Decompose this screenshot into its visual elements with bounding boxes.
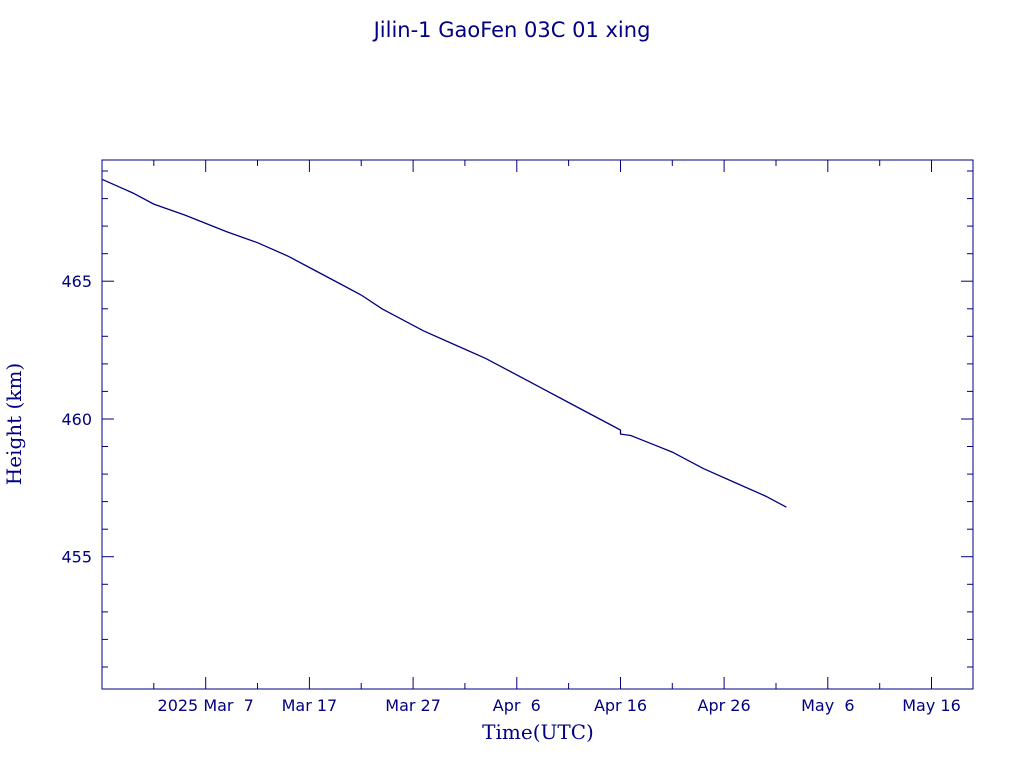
y-axis-label: Height (km) [2,363,26,485]
x-tick-label: 2025 Mar 7 [158,696,254,715]
x-tick-labels: 2025 Mar 7 Mar 17 Mar 27 Apr 6 Apr 16 Apr 26 M… [158,696,961,715]
y-tick-label: 465 [61,272,92,291]
x-tick-label: Mar 27 [385,696,441,715]
x-tick-label: Apr 6 [493,696,541,715]
tick-marks [102,160,973,689]
x-tick-label: Apr 16 [594,696,647,715]
x-tick-label: May 16 [902,696,961,715]
x-tick-label: Apr 26 [698,696,751,715]
y-tick-labels: 455 460 465 [61,272,92,567]
x-tick-label: Mar 17 [282,696,338,715]
y-tick-label: 455 [61,548,92,567]
chart-title: Jilin-1 GaoFen 03C 01 xing [372,18,651,42]
series-group [101,178,787,508]
y-tick-label: 460 [61,410,92,429]
plot-frame [101,159,974,690]
x-tick-label: May 6 [801,696,854,715]
x-axis-label: Time(UTC) [482,720,594,744]
series-line [101,178,787,508]
